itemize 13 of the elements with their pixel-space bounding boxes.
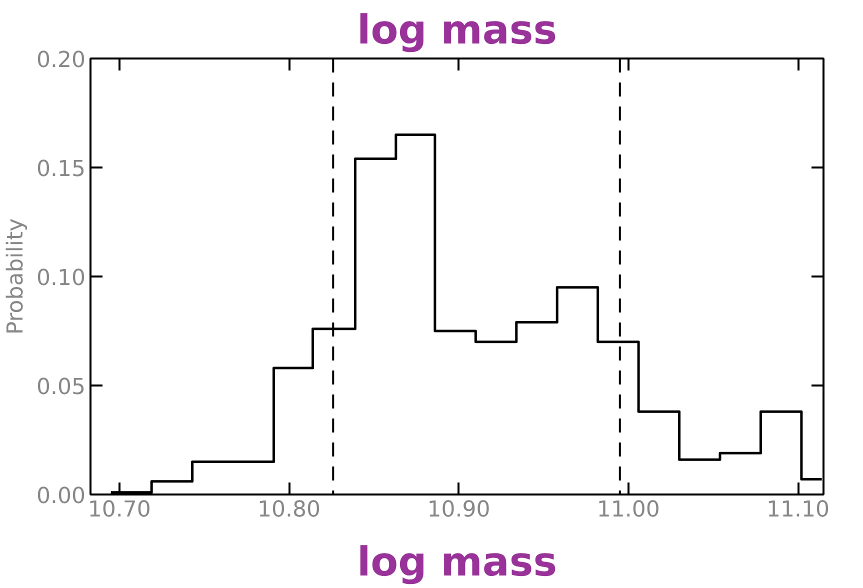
x-tick-label: 11.10 xyxy=(766,498,830,522)
x-tick-label: 10.90 xyxy=(427,498,490,522)
x-tick-label: 11.00 xyxy=(596,498,660,522)
x-axis-title: log mass xyxy=(356,540,558,586)
x-tick-label: 10.70 xyxy=(88,498,151,522)
x-tick-label: 10.80 xyxy=(258,498,321,522)
y-tick-label: 0.05 xyxy=(36,375,86,400)
chart-title: log mass xyxy=(356,8,558,54)
y-tick-label: 0.15 xyxy=(36,157,86,182)
y-tick-label: 0.10 xyxy=(36,266,86,291)
y-axis-title: Probability xyxy=(4,218,29,335)
y-tick-label: 0.00 xyxy=(36,484,86,509)
y-tick-label: 0.20 xyxy=(36,48,86,73)
